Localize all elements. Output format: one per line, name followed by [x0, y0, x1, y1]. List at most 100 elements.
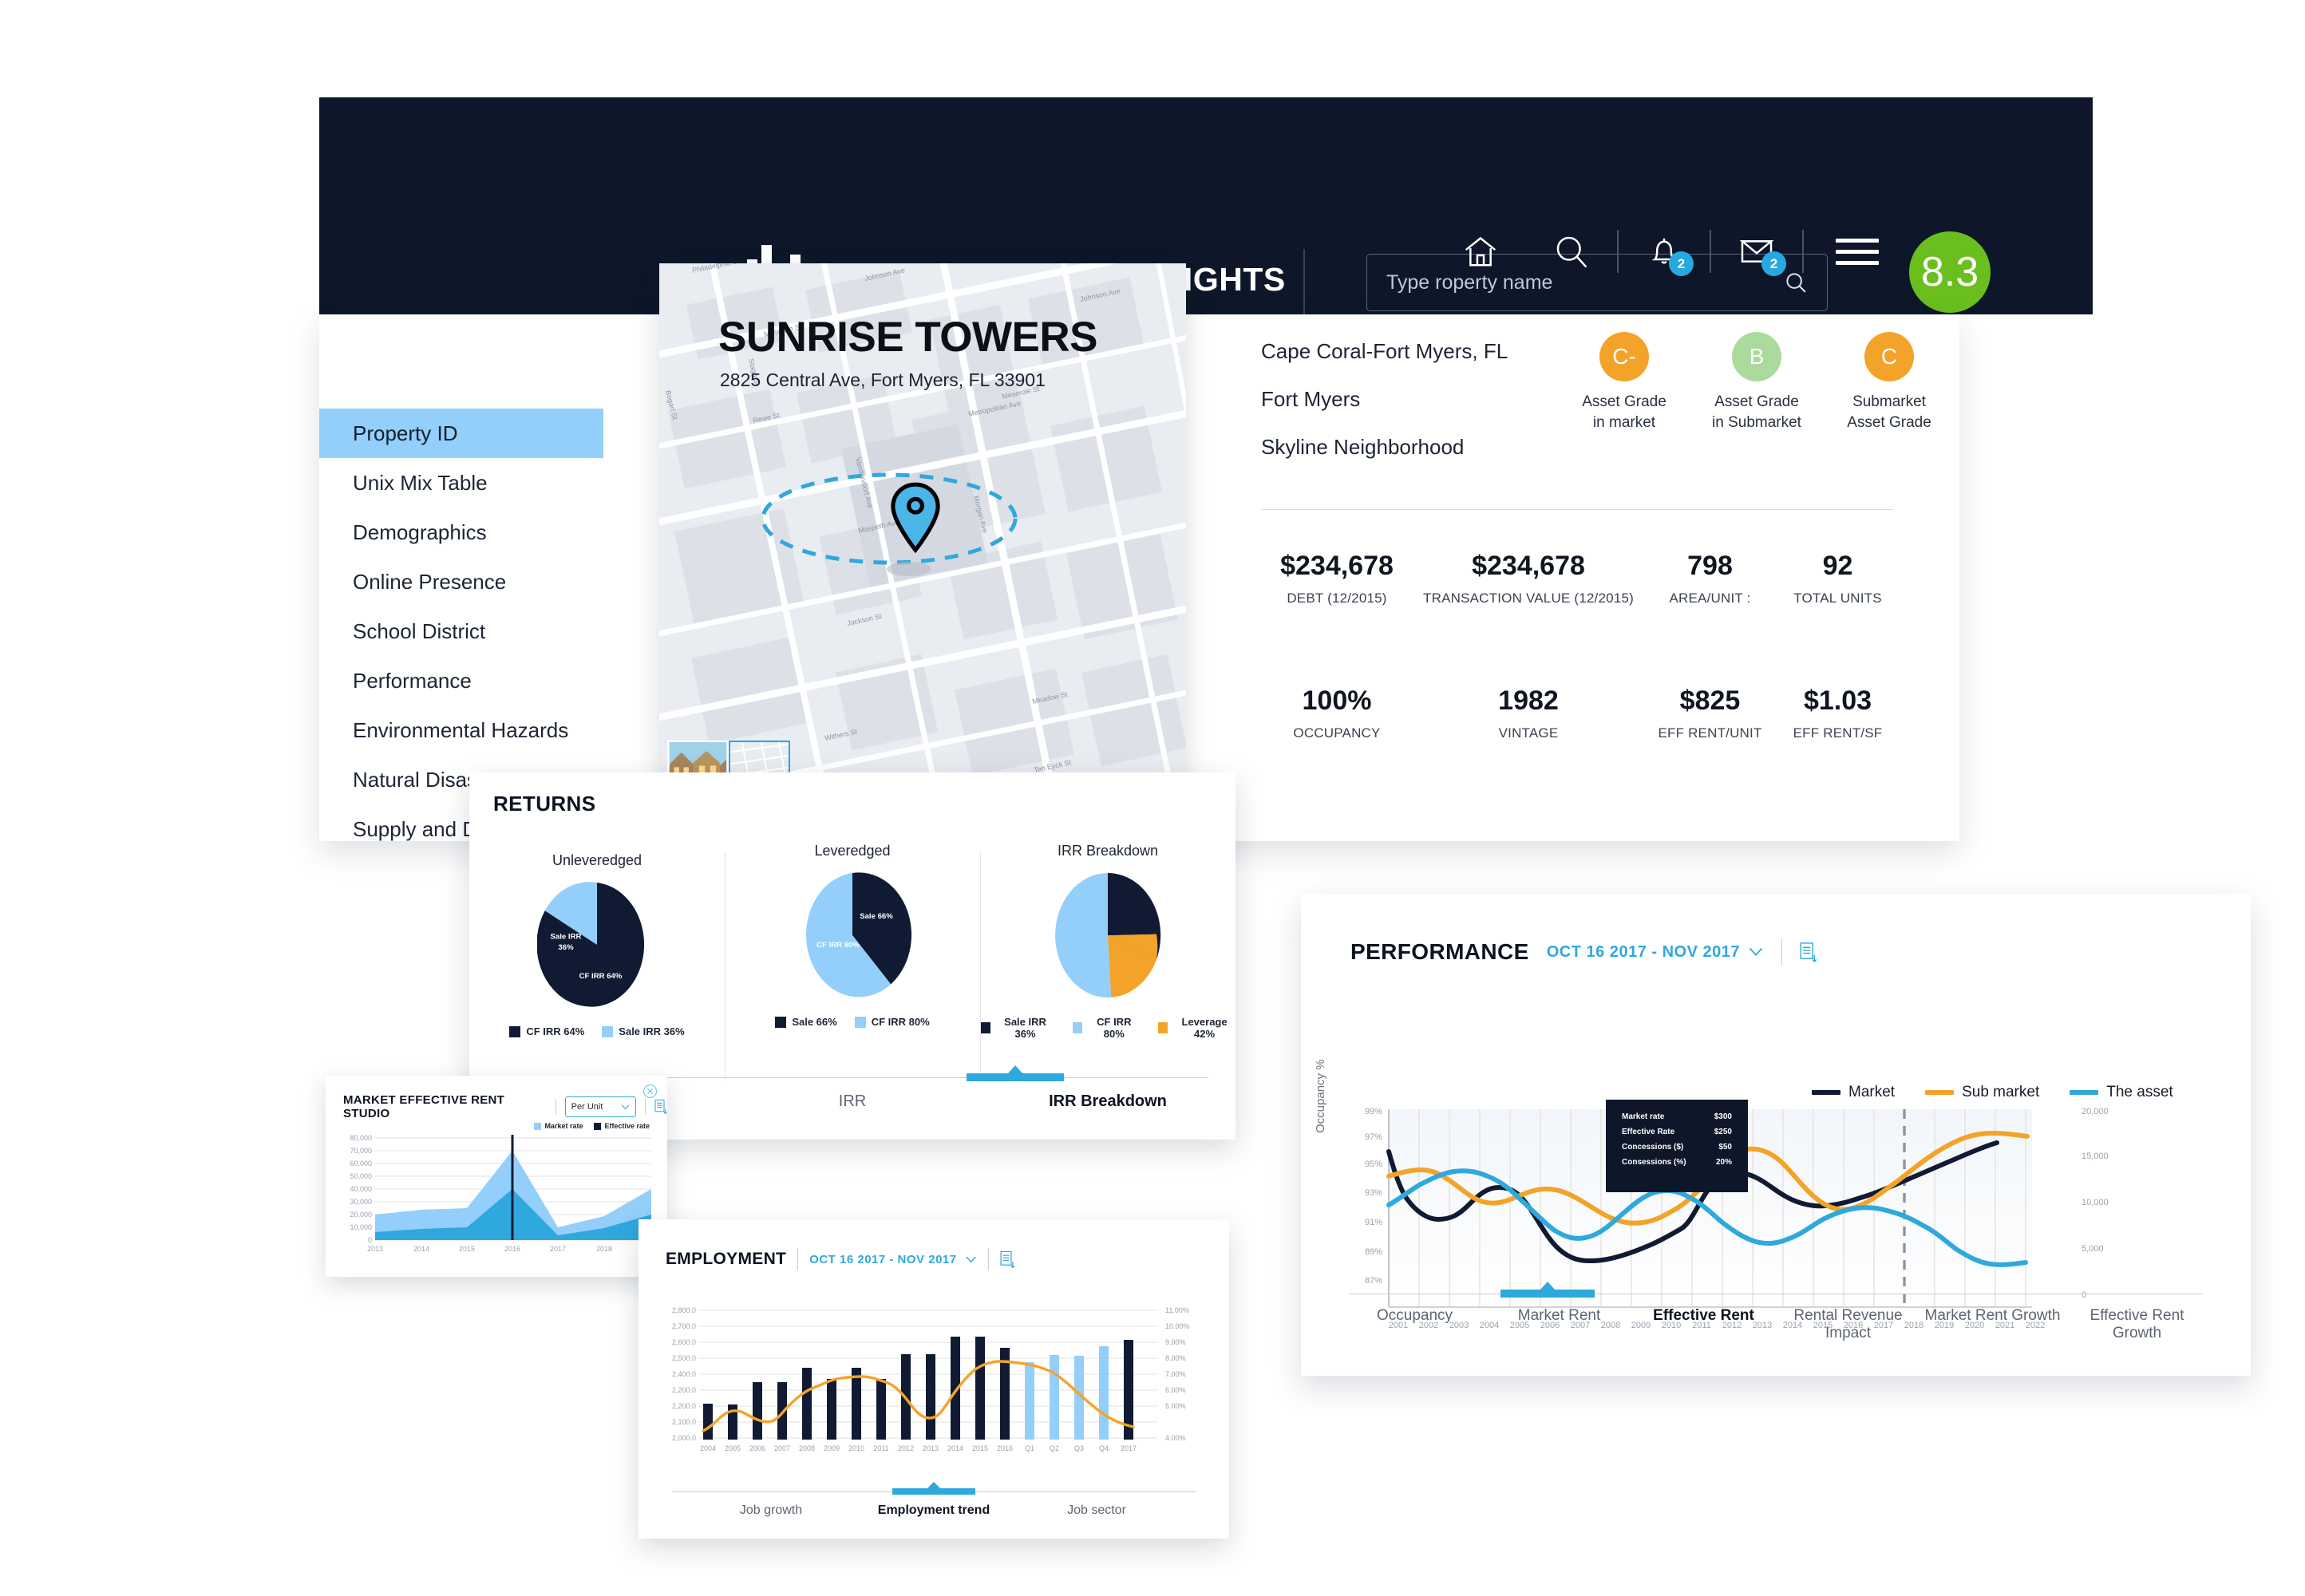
- tab-job-sector[interactable]: Job sector: [1067, 1503, 1126, 1517]
- sidebar-item-unix-mix-table[interactable]: Unix Mix Table: [319, 458, 603, 508]
- performance-legend: Market Sub market The asset: [1812, 1084, 2173, 1101]
- svg-text:2,600.0: 2,600.0: [672, 1338, 696, 1346]
- tooltip-value: $300: [1714, 1112, 1732, 1121]
- svg-text:7.00%: 7.00%: [1165, 1370, 1186, 1378]
- tooltip-row: Market rate $300: [1622, 1112, 1732, 1121]
- tab-effective-rent[interactable]: Effective Rent: [1653, 1307, 1754, 1324]
- svg-text:87%: 87%: [1365, 1276, 1382, 1286]
- close-icon[interactable]: [642, 1084, 658, 1099]
- search-box[interactable]: [1366, 254, 1828, 311]
- tab-market-rent[interactable]: Market Rent: [1517, 1307, 1601, 1324]
- tab-indicator-bar: [672, 1482, 1196, 1495]
- grade-circle: C: [1864, 332, 1914, 381]
- svg-text:2010: 2010: [1662, 1321, 1681, 1330]
- legend-item: Leverage 42%: [1157, 1016, 1236, 1040]
- svg-text:2009: 2009: [824, 1444, 840, 1452]
- hamburger-menu-icon[interactable]: [1836, 238, 1879, 265]
- messages-envelope-icon[interactable]: 2: [1738, 233, 1786, 276]
- svg-text:2008: 2008: [799, 1444, 815, 1452]
- svg-text:Sale IRR: Sale IRR: [551, 933, 582, 942]
- home-icon[interactable]: [1462, 233, 1499, 270]
- asset-grades: C- Asset Grade in market B Asset Grade i…: [1577, 332, 1936, 433]
- svg-text:2010: 2010: [848, 1444, 864, 1452]
- export-xls-icon[interactable]: [654, 1099, 667, 1115]
- tab-irr[interactable]: IRR: [838, 1092, 867, 1110]
- svg-text:2016: 2016: [504, 1245, 520, 1253]
- metric-eff-rent-sf: $1.03 EFF RENT/SF: [1776, 685, 1900, 741]
- svg-text:2,000.0: 2,000.0: [672, 1434, 696, 1442]
- tab-rental-revenue-impact[interactable]: Rental Revenue Impact: [1793, 1307, 1903, 1341]
- tab-active-indicator: [1500, 1282, 1595, 1298]
- svg-text:2020: 2020: [1965, 1321, 1984, 1330]
- tab-market-rent-growth[interactable]: Market Rent Growth: [1924, 1307, 2061, 1324]
- studio-unit-select[interactable]: Per Unit: [564, 1096, 636, 1117]
- legend-item-the-asset: The asset: [2070, 1084, 2173, 1101]
- studio-area-chart: 80,000 70,000 60,000 50,000 40,000 30,000 20…: [350, 1134, 654, 1253]
- svg-text:20,000: 20,000: [350, 1211, 372, 1219]
- performance-header: PERFORMANCE OCT 16 2017 - NOV 2017: [1350, 938, 1817, 966]
- search-input[interactable]: [1386, 271, 1784, 294]
- sidebar-item-demographics[interactable]: Demographics: [319, 508, 603, 557]
- sidebar-item-online-presence[interactable]: Online Presence: [319, 557, 603, 606]
- sidebar-item-school-district[interactable]: School District: [319, 606, 603, 656]
- performance-date-range-select[interactable]: OCT 16 2017 - NOV 2017: [1547, 943, 1764, 962]
- export-xls-icon[interactable]: [1800, 942, 1817, 963]
- metric-value: $825: [1679, 685, 1741, 716]
- tooltip-value: $50: [1718, 1143, 1732, 1152]
- svg-text:2002: 2002: [1419, 1321, 1438, 1330]
- metric-area-per-unit: 798 AREA/UNIT :: [1644, 551, 1776, 606]
- sidebar-panel: [319, 314, 603, 841]
- location-neighborhood: Skyline Neighborhood: [1261, 435, 1465, 459]
- svg-text:Sale 66%: Sale 66%: [860, 912, 893, 921]
- svg-text:CF IRR 80%: CF IRR 80%: [816, 941, 860, 950]
- header-search-icon[interactable]: [1553, 233, 1590, 270]
- legend-item: CF IRR 64%: [509, 1025, 584, 1037]
- studio-legend: Market rate Effective rate: [534, 1122, 650, 1130]
- svg-text:11.00%: 11.00%: [1165, 1306, 1189, 1314]
- tab-irr-breakdown[interactable]: IRR Breakdown: [1049, 1092, 1167, 1110]
- svg-text:10,000: 10,000: [2082, 1198, 2109, 1207]
- messages-badge: 2: [1761, 251, 1786, 276]
- svg-text:2008: 2008: [1601, 1321, 1620, 1330]
- svg-text:2014: 2014: [947, 1444, 963, 1452]
- performance-y-axis-label: Occupancy %: [1314, 1059, 1327, 1133]
- svg-text:2016: 2016: [997, 1444, 1013, 1452]
- pie-chart-unleveraged: Unleveredged Sale IRR 36% CF IRR 64: [469, 843, 725, 1040]
- tooltip-label: Consessions (%): [1622, 1158, 1686, 1167]
- metric-value: 798: [1687, 551, 1733, 581]
- svg-text:2013: 2013: [923, 1444, 939, 1452]
- sidebar-item-property-id[interactable]: Property ID: [319, 409, 603, 458]
- svg-text:2011: 2011: [873, 1444, 888, 1452]
- location-market: Cape Coral-Fort Myers, FL: [1261, 339, 1508, 363]
- tab-effective-rent-growth[interactable]: Effective Rent Growth: [2090, 1307, 2184, 1341]
- svg-text:89%: 89%: [1365, 1247, 1382, 1257]
- svg-text:2018: 2018: [1904, 1321, 1923, 1330]
- svg-text:2006: 2006: [749, 1444, 765, 1452]
- svg-text:2013: 2013: [1753, 1321, 1772, 1330]
- tooltip-label: Concessions ($): [1622, 1143, 1684, 1152]
- pie-legend: Sale 66% CF IRR 80%: [725, 1016, 980, 1028]
- svg-text:50,000: 50,000: [350, 1172, 372, 1180]
- map-pin-icon[interactable]: [889, 482, 942, 554]
- metric-label: VINTAGE: [1498, 725, 1559, 741]
- svg-text:2,800.0: 2,800.0: [672, 1306, 696, 1314]
- employment-header: EMPLOYMENT OCT 16 2017 - NOV 2017: [666, 1248, 1015, 1270]
- tab-employment-trend[interactable]: Employment trend: [877, 1503, 990, 1517]
- property-map-card[interactable]: Philadelphia St Johnson Ave Johnson Ave …: [659, 263, 1186, 790]
- sidebar-item-environmental-hazards[interactable]: Environmental Hazards: [319, 705, 603, 755]
- grade-circle: C-: [1599, 332, 1649, 381]
- tab-occupancy[interactable]: Occupancy: [1376, 1307, 1453, 1324]
- returns-pie-charts: Unleveredged Sale IRR 36% CF IRR 64: [469, 843, 1236, 1080]
- icon-divider: [1617, 230, 1619, 273]
- export-xls-icon[interactable]: [1000, 1250, 1015, 1269]
- tab-job-growth[interactable]: Job growth: [739, 1503, 803, 1517]
- employment-date-range-select[interactable]: OCT 16 2017 - NOV 2017: [809, 1253, 976, 1266]
- svg-text:2005: 2005: [1510, 1321, 1529, 1330]
- tooltip-value: $250: [1714, 1128, 1732, 1136]
- icon-divider: [1710, 230, 1711, 273]
- pie-graphic: Sale 66% CF IRR 80%: [793, 871, 912, 1000]
- notifications-bell-icon[interactable]: 2: [1646, 233, 1694, 276]
- metric-label: TRANSACTION VALUE (12/2015): [1423, 591, 1634, 606]
- sidebar-item-performance[interactable]: Performance: [319, 656, 603, 705]
